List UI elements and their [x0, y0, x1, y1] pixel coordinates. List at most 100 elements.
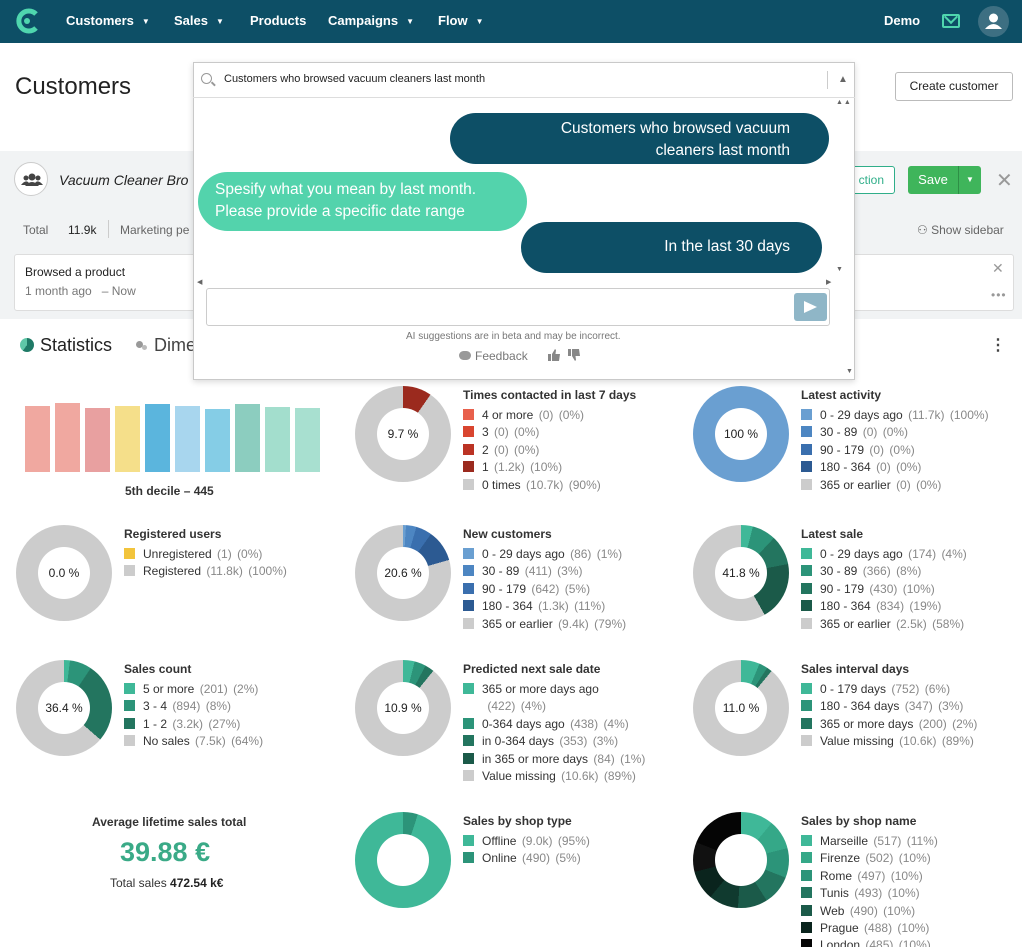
save-button[interactable]: Save [908, 166, 958, 194]
legend-item[interactable]: 0 - 29 days ago (174) (4%) [801, 546, 967, 563]
legend-item[interactable]: 90 - 179 (642) (5%) [463, 581, 626, 598]
legend-count: (9.4k) [558, 616, 589, 631]
legend-item[interactable]: in 0-364 days (353) (3%) [463, 733, 645, 750]
legend-item[interactable]: 1 (1.2k) (10%) [463, 459, 601, 476]
show-sidebar-button[interactable]: ⚇ Show sidebar [917, 223, 1004, 237]
legend-item[interactable]: 180 - 364 (1.3k) (11%) [463, 598, 626, 615]
decile-bar[interactable] [145, 404, 170, 472]
thumbs-up-icon[interactable] [548, 349, 560, 361]
save-dropdown-chevron-down-icon[interactable]: ▼ [958, 166, 981, 194]
widget-title: Latest activity [801, 388, 882, 402]
legend-item[interactable]: 365 or earlier (9.4k) (79%) [463, 616, 626, 633]
nav-item-products[interactable]: Products [250, 13, 306, 28]
legend-item[interactable]: 0 - 29 days ago (86) (1%) [463, 546, 626, 563]
legend-item[interactable]: 180 - 364 (834) (19%) [801, 598, 967, 615]
legend-item[interactable]: 0 - 29 days ago (11.7k) (100%) [801, 407, 989, 424]
legend-label: Prague [820, 921, 859, 936]
legend-item[interactable]: Online (490) (5%) [463, 850, 590, 867]
legend-item[interactable]: in 365 or more days (84) (1%) [463, 751, 645, 768]
close-icon[interactable]: ✕ [996, 170, 1013, 192]
logo-icon[interactable] [14, 8, 40, 34]
legend-item[interactable]: 3 (0) (0%) [463, 424, 601, 441]
legend-item[interactable]: 90 - 179 (0) (0%) [801, 442, 989, 459]
legend-item[interactable]: 180 - 364 days (347) (3%) [801, 698, 977, 715]
legend-item[interactable]: 365 or more days ago [463, 681, 645, 698]
decile-bar[interactable] [25, 406, 50, 472]
decile-bar[interactable] [115, 406, 140, 472]
thumbs-down-icon[interactable] [568, 349, 580, 361]
legend-item[interactable]: 0 times (10.7k) (90%) [463, 477, 601, 494]
legend-item[interactable]: 4 or more (0) (0%) [463, 407, 601, 424]
legend-item[interactable]: Value missing (10.6k) (89%) [801, 733, 977, 750]
legend-percent: (79%) [594, 616, 627, 631]
legend-item[interactable]: Registered (11.8k) (100%) [124, 563, 287, 580]
legend-label: No sales [143, 734, 190, 749]
user-avatar-icon[interactable] [978, 6, 1009, 37]
legend-count: (10.7k) [526, 477, 564, 492]
legend-item[interactable]: Rome (497) (10%) [801, 868, 938, 885]
nav-item-campaigns[interactable]: Campaigns ▼ [328, 13, 414, 28]
create-customer-button[interactable]: Create customer [895, 72, 1013, 101]
legend-item[interactable]: 1 - 2 (3.2k) (27%) [124, 716, 263, 733]
legend-item[interactable]: 30 - 89 (411) (3%) [463, 563, 626, 580]
legend-item[interactable]: Value missing (10.6k) (89%) [463, 768, 645, 785]
scroll-right-icon[interactable]: ▶ [826, 279, 832, 286]
tab-statistics[interactable]: Statistics [20, 335, 112, 356]
legend-item[interactable]: London (485) (10%) [801, 937, 938, 947]
legend-label: 3 [482, 425, 489, 440]
legend-item[interactable]: 90 - 179 (430) (10%) [801, 581, 967, 598]
legend-item[interactable]: (422) (4%) [463, 698, 645, 715]
decile-bar[interactable] [85, 408, 110, 472]
ai-search-input[interactable]: Customers who browsed vacuum cleaners la… [224, 73, 486, 85]
legend-item[interactable]: 30 - 89 (366) (8%) [801, 563, 967, 580]
segment-name[interactable]: Vacuum Cleaner Bro [59, 172, 189, 188]
nav-item-customers[interactable]: Customers ▼ [66, 13, 150, 28]
more-options-icon[interactable]: ••• [991, 288, 1007, 302]
legend-item[interactable]: 30 - 89 (0) (0%) [801, 424, 989, 441]
legend-item[interactable]: Tunis (493) (10%) [801, 885, 938, 902]
feedback-link[interactable]: Feedback [459, 349, 528, 363]
legend-item[interactable]: 365 or more days (200) (2%) [801, 716, 977, 733]
ai-chat-input[interactable] [206, 288, 830, 326]
tab-dimensions[interactable]: Dime [136, 335, 196, 356]
panel-scroll-down-icon[interactable]: ▼ [846, 368, 853, 375]
legend-item[interactable]: 180 - 364 (0) (0%) [801, 459, 989, 476]
chat-message-user: Customers who browsed vacuum cleaners la… [450, 113, 829, 164]
decile-bar[interactable] [295, 408, 320, 472]
legend-count: (493) [854, 886, 883, 901]
scroll-left-icon[interactable]: ◀ [197, 279, 203, 286]
legend-count: (201) [199, 682, 228, 696]
legend-item[interactable]: Offline (9.0k) (95%) [463, 833, 590, 850]
decile-bar[interactable] [175, 406, 200, 472]
legend-item[interactable]: Marseille (517) (11%) [801, 833, 938, 850]
legend-item[interactable]: Prague (488) (10%) [801, 920, 938, 937]
legend-item[interactable]: No sales (7.5k) (64%) [124, 733, 263, 750]
decile-bar[interactable] [265, 407, 290, 472]
send-icon[interactable] [794, 293, 827, 321]
legend-item[interactable]: 365 or earlier (0) (0%) [801, 477, 989, 494]
decile-bar[interactable] [235, 404, 260, 472]
legend-item[interactable]: Firenze (502) (10%) [801, 850, 938, 867]
account-name[interactable]: Demo [884, 13, 921, 28]
remove-filter-close-icon[interactable]: ✕ [992, 260, 1004, 276]
legend-item[interactable]: 3 - 4 (894) (8%) [124, 698, 263, 715]
scroll-down-icon[interactable]: ▼ [836, 266, 843, 273]
decile-bar[interactable] [55, 403, 80, 472]
decile-bar[interactable] [205, 409, 230, 472]
scroll-up-icon[interactable]: ▲▲ [836, 99, 852, 106]
collapse-chevron-up-icon[interactable]: ▲ [838, 74, 848, 85]
legend-swatch [801, 735, 812, 747]
kebab-menu-icon[interactable]: ⋮ [990, 337, 1006, 354]
legend-swatch [463, 582, 474, 594]
legend-item[interactable]: Unregistered (1) (0%) [124, 546, 287, 563]
legend-swatch [463, 478, 474, 490]
mail-icon[interactable] [942, 14, 960, 28]
legend-item[interactable]: Web (490) (10%) [801, 903, 938, 920]
legend-item[interactable]: 0 - 179 days (752) (6%) [801, 681, 977, 698]
legend-item[interactable]: 2 (0) (0%) [463, 442, 601, 459]
nav-item-flow[interactable]: Flow ▼ [438, 13, 484, 28]
legend-item[interactable]: 365 or earlier (2.5k) (58%) [801, 616, 967, 633]
legend-item[interactable]: 0-364 days ago (438) (4%) [463, 716, 645, 733]
nav-item-sales[interactable]: Sales ▼ [174, 13, 224, 28]
legend-item[interactable]: 5 or more (201) (2%) [124, 681, 263, 698]
